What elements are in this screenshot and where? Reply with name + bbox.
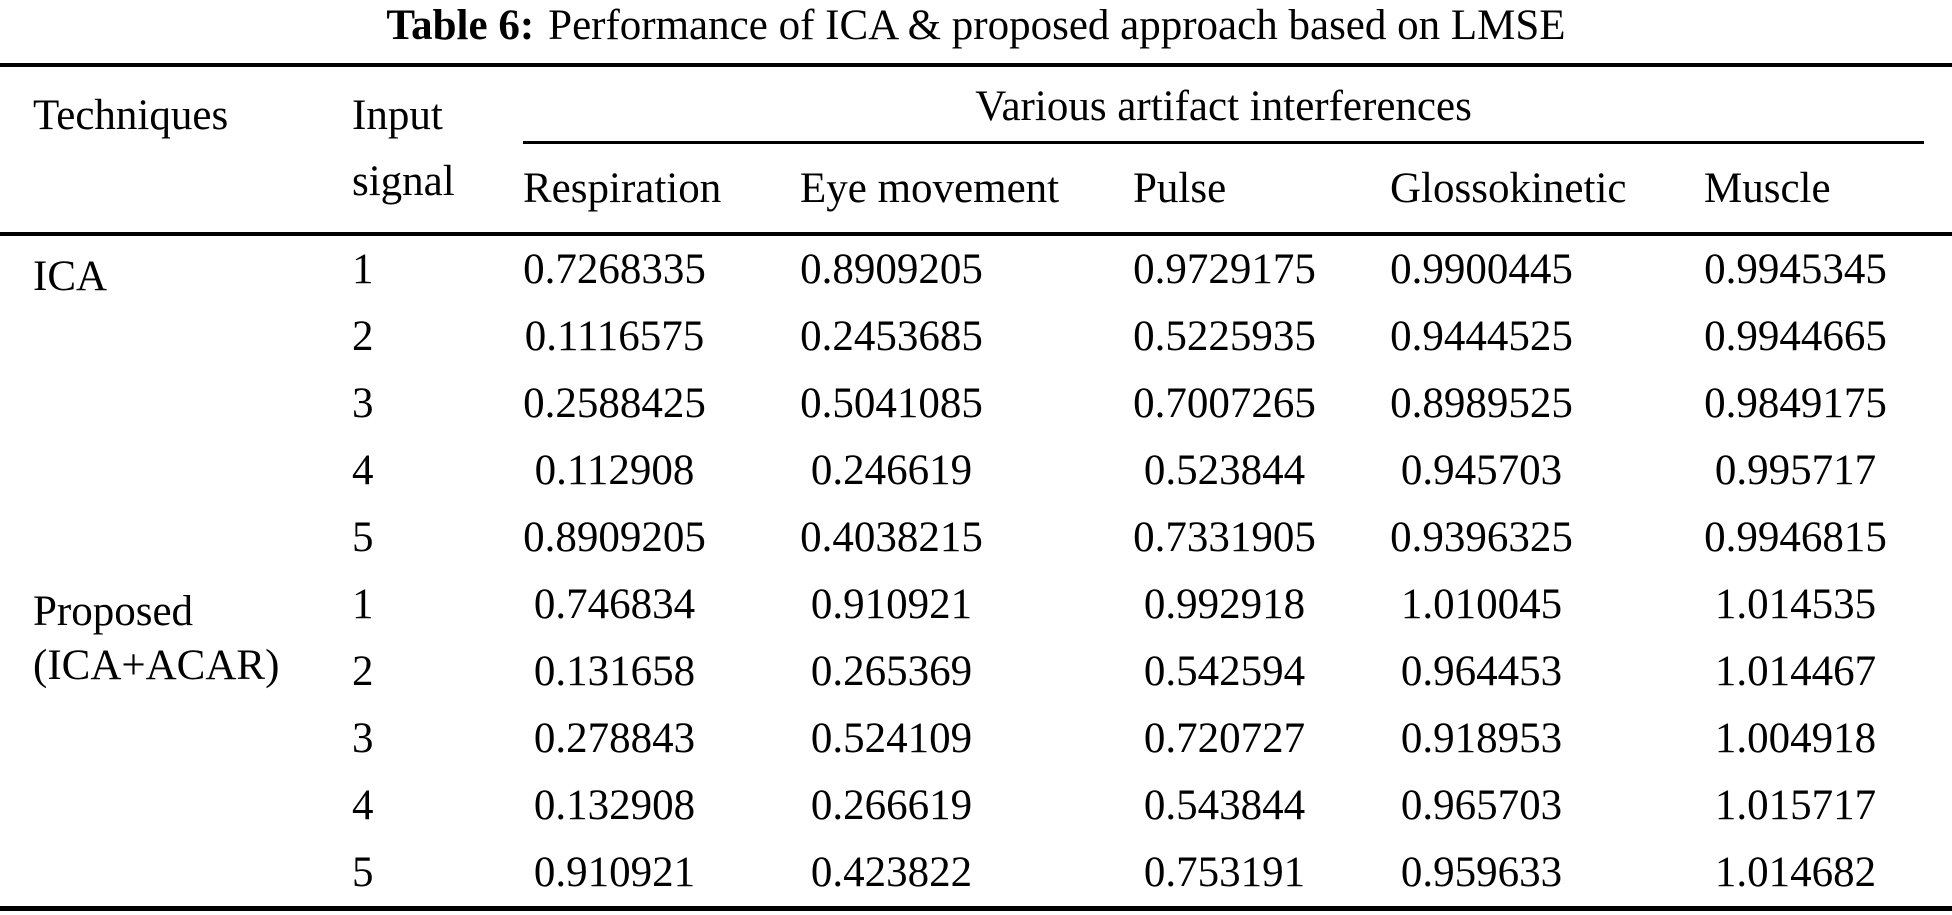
value-cell: 0.278843 (533, 715, 696, 762)
input-header-line1: Input (352, 92, 443, 139)
column-header-techniques: Techniques (0, 65, 352, 236)
input-signal-cell: 3 (352, 715, 374, 762)
column-header-glossokinetic: Glossokinetic (1390, 144, 1704, 236)
column-header-respiration: Respiration (523, 144, 800, 236)
value-cell: 0.112908 (534, 447, 695, 494)
value-cell: 0.542594 (1143, 648, 1306, 695)
column-header-pulse: Pulse (1133, 144, 1390, 236)
value-cell: 0.9849175 (1704, 380, 1887, 427)
value-cell: 0.132908 (533, 782, 696, 829)
value-cell: 0.524109 (810, 715, 973, 762)
column-header-eye-movement: Eye movement (800, 144, 1133, 236)
input-signal-cell: 5 (352, 514, 374, 561)
table-row: 5 0.910921 0.423822 0.753191 0.959633 1.… (0, 839, 1952, 909)
value-cell: 0.9396325 (1390, 514, 1573, 561)
table-row: 5 0.8909205 0.4038215 0.7331905 0.939632… (0, 504, 1952, 571)
value-cell: 0.423822 (810, 849, 973, 896)
input-signal-cell: 1 (352, 246, 374, 293)
value-cell: 0.265369 (810, 648, 973, 695)
value-cell: 0.910921 (533, 849, 696, 896)
value-cell: 1.004918 (1714, 715, 1877, 762)
technique-label: ICA (33, 253, 108, 300)
header-row-artifacts: Respiration Eye movement Pulse Glossokin… (0, 144, 1952, 236)
table-row: 2 0.1116575 0.2453685 0.5225935 0.944452… (0, 303, 1952, 370)
value-cell: 0.7331905 (1133, 514, 1316, 561)
group-header-label: Various artifact interferences (523, 67, 1925, 144)
technique-label-line1: Proposed (33, 588, 194, 635)
table-row: 2 0.131658 0.265369 0.542594 0.964453 1.… (0, 638, 1952, 705)
value-cell: 0.8989525 (1390, 380, 1573, 427)
table-row: 4 0.112908 0.246619 0.523844 0.945703 0.… (0, 437, 1952, 504)
table-row: 4 0.132908 0.266619 0.543844 0.965703 1.… (0, 772, 1952, 839)
input-signal-cell: 2 (352, 648, 374, 695)
input-signal-cell: 5 (352, 849, 374, 896)
value-cell: 0.9729175 (1133, 246, 1316, 293)
value-cell: 0.4038215 (800, 514, 983, 561)
table-row: 3 0.2588425 0.5041085 0.7007265 0.898952… (0, 370, 1952, 437)
value-cell: 0.7268335 (523, 246, 706, 293)
value-cell: 0.720727 (1143, 715, 1306, 762)
header-row-group: Techniques Input signal Various artifact… (0, 65, 1952, 236)
value-cell: 0.964453 (1400, 648, 1563, 695)
table-row: 3 0.278843 0.524109 0.720727 0.918953 1.… (0, 705, 1952, 772)
value-cell: 1.014467 (1714, 648, 1877, 695)
value-cell: 0.918953 (1400, 715, 1563, 762)
value-cell: 0.910921 (810, 581, 973, 628)
table-caption: Table 6: Performance of ICA & proposed ap… (0, 0, 1952, 63)
value-cell: 0.266619 (810, 782, 973, 829)
table-caption-text: Performance of ICA & proposed approach b… (548, 2, 1566, 49)
value-cell: 0.9945345 (1704, 246, 1887, 293)
value-cell: 0.523844 (1143, 447, 1306, 494)
table-body: ICA 1 0.7268335 0.8909205 0.9729175 0.99… (0, 234, 1952, 909)
value-cell: 0.945703 (1400, 447, 1563, 494)
value-cell: 0.7007265 (1133, 380, 1316, 427)
table-row: ICA 1 0.7268335 0.8909205 0.9729175 0.99… (0, 234, 1952, 303)
performance-table: Techniques Input signal Various artifact… (0, 63, 1952, 911)
value-cell: 0.5041085 (800, 380, 983, 427)
value-cell: 1.015717 (1714, 782, 1877, 829)
value-cell: 0.131658 (533, 648, 696, 695)
column-header-muscle: Muscle (1704, 144, 1952, 236)
value-cell: 0.1116575 (524, 313, 705, 360)
input-signal-cell: 4 (352, 782, 374, 829)
value-cell: 1.014682 (1714, 849, 1877, 896)
technique-cell-ica: ICA (0, 234, 352, 571)
input-signal-cell: 3 (352, 380, 374, 427)
value-cell: 0.8909205 (523, 514, 706, 561)
table-row: Proposed (ICA+ACAR) 1 0.746834 0.910921 … (0, 571, 1952, 689)
value-cell: 0.543844 (1143, 782, 1306, 829)
group-header-artifacts: Various artifact interferences (523, 65, 1952, 144)
value-cell: 0.9944665 (1704, 313, 1887, 360)
value-cell: 0.9444525 (1390, 313, 1573, 360)
input-signal-cell: 1 (352, 581, 374, 628)
value-cell: 0.965703 (1400, 782, 1563, 829)
technique-cell-proposed: Proposed (ICA+ACAR) (0, 571, 352, 909)
value-cell: 0.246619 (810, 447, 973, 494)
value-cell: 0.2588425 (523, 380, 706, 427)
value-cell: 0.9900445 (1390, 246, 1573, 293)
table-caption-label: Table 6: (386, 2, 535, 49)
value-cell: 0.2453685 (800, 313, 983, 360)
value-cell: 1.010045 (1400, 581, 1563, 628)
column-header-input-signal: Input signal (352, 65, 523, 236)
value-cell: 0.746834 (533, 581, 696, 628)
value-cell: 0.959633 (1400, 849, 1563, 896)
value-cell: 1.014535 (1714, 581, 1877, 628)
input-signal-cell: 4 (352, 447, 374, 494)
value-cell: 0.992918 (1143, 581, 1306, 628)
technique-label-line2: (ICA+ACAR) (33, 642, 280, 689)
value-cell: 0.5225935 (1133, 313, 1316, 360)
input-header-line2: signal (352, 158, 455, 205)
value-cell: 0.8909205 (800, 246, 983, 293)
value-cell: 0.753191 (1143, 849, 1306, 896)
value-cell: 0.995717 (1714, 447, 1877, 494)
input-signal-cell: 2 (352, 313, 374, 360)
table-header: Techniques Input signal Various artifact… (0, 65, 1952, 236)
value-cell: 0.9946815 (1704, 514, 1887, 561)
